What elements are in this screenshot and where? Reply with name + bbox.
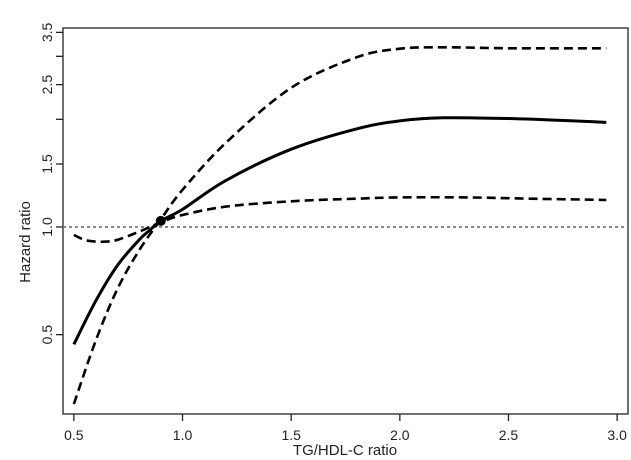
x-tick-label: 2.5 bbox=[499, 427, 519, 443]
y-tick-label: 1.5 bbox=[39, 154, 55, 174]
y-axis-title: Hazard ratio bbox=[17, 201, 34, 283]
y-tick-label: 0.5 bbox=[39, 325, 55, 345]
series-line-upper-ci bbox=[72, 45, 607, 405]
series-layer bbox=[72, 45, 607, 405]
series-line-estimate bbox=[72, 116, 607, 345]
x-tick-label: 0.5 bbox=[64, 427, 84, 443]
y-tick-label: 3.5 bbox=[39, 22, 55, 42]
reference-point bbox=[155, 215, 166, 226]
x-tick-label: 1.5 bbox=[281, 427, 301, 443]
y-axis: 0.5 1.0 1.5 2.5 3.5 bbox=[39, 22, 63, 344]
series-line-lower-ci bbox=[73, 195, 607, 244]
x-axis: 0.5 1.0 1.5 2.0 2.5 3.0 bbox=[64, 414, 627, 443]
x-tick-label: 1.0 bbox=[173, 427, 193, 443]
y-tick-label: 2.5 bbox=[39, 75, 55, 95]
y-tick-label: 1.0 bbox=[39, 217, 55, 237]
x-tick-label: 2.0 bbox=[390, 427, 410, 443]
x-tick-label: 3.0 bbox=[607, 427, 627, 443]
x-axis-title: TG/HDL-C ratio bbox=[293, 442, 397, 459]
plot-frame bbox=[62, 27, 629, 415]
